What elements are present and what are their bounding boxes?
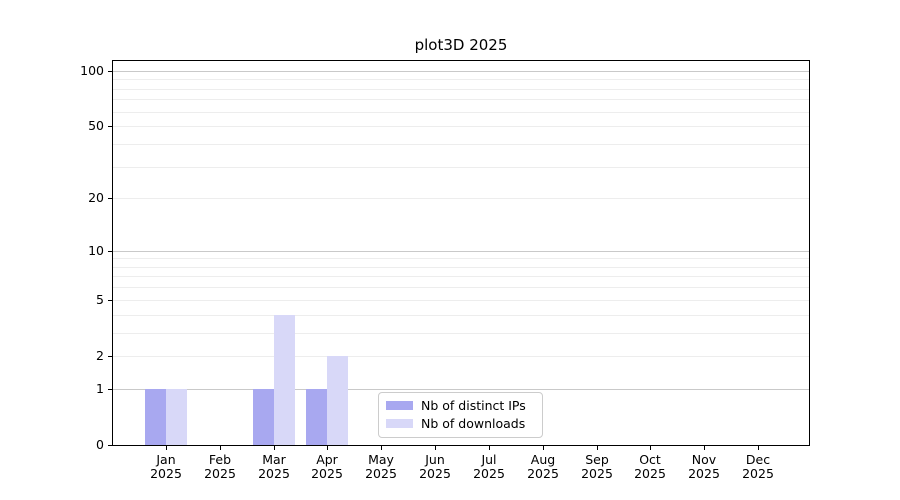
minor-gridline [113,167,809,168]
minor-gridline [113,126,809,127]
x-axis-tick-mark [327,446,328,450]
y-axis-tick-label: 0 [96,437,104,452]
minor-gridline [113,258,809,259]
bar-mar-distinct-ips [253,389,274,445]
minor-gridline [113,315,809,316]
x-axis-tick-mark [220,446,221,450]
bar-jan-distinct-ips [145,389,166,445]
x-tick-year: 2025 [258,465,290,481]
minor-gridline [113,89,809,90]
x-axis-tick-mark [543,446,544,450]
x-tick-month: Dec [745,452,771,467]
minor-gridline [113,79,809,80]
x-axis-tick-label: Apr 2025 [297,453,357,480]
x-axis-tick-label: Sep 2025 [567,453,627,480]
minor-gridline [113,356,809,357]
x-tick-year: 2025 [473,465,505,481]
x-axis-tick-label: Oct 2025 [620,453,680,480]
y-axis-tick-mark [108,389,112,390]
x-tick-year: 2025 [581,465,613,481]
minor-gridline [113,112,809,113]
y-axis-tick-label: 2 [96,348,104,363]
x-tick-year: 2025 [634,465,666,481]
x-tick-year: 2025 [688,465,720,481]
major-gridline [113,71,809,72]
x-tick-month: Jul [481,452,497,467]
x-tick-year: 2025 [150,465,182,481]
y-axis-tick-mark [108,71,112,72]
bar-apr-distinct-ips [306,389,327,445]
legend-entry-downloads: Nb of downloads [386,416,533,431]
x-tick-month: May [368,452,394,467]
x-tick-month: Jun [425,452,445,467]
x-axis-tick-mark [758,446,759,450]
x-axis-tick-label: Aug 2025 [513,453,573,480]
x-tick-month: Aug [530,452,556,467]
plot-area [112,60,810,446]
x-tick-month: Oct [639,452,661,467]
x-tick-month: Mar [262,452,286,467]
x-axis-tick-label: May 2025 [351,453,411,480]
minor-gridline [113,333,809,334]
legend: Nb of distinct IPs Nb of downloads [378,392,543,438]
x-tick-month: Sep [585,452,609,467]
bar-mar-downloads [274,315,295,445]
minor-gridline [113,276,809,277]
x-tick-year: 2025 [311,465,343,481]
chart-title: plot3D 2025 [414,36,508,54]
y-axis-tick-label: 50 [88,118,104,133]
minor-gridline [113,99,809,100]
minor-gridline [113,300,809,301]
x-axis-tick-label: Feb 2025 [190,453,250,480]
x-axis-tick-label: Nov 2025 [674,453,734,480]
x-tick-year: 2025 [527,465,559,481]
x-tick-year: 2025 [742,465,774,481]
y-axis-tick-mark [108,251,112,252]
x-tick-month: Jan [156,452,176,467]
x-axis-tick-mark [435,446,436,450]
x-axis-tick-mark [274,446,275,450]
minor-gridline [113,144,809,145]
x-axis-tick-mark [650,446,651,450]
legend-label-distinct-ips: Nb of distinct IPs [421,398,526,413]
x-tick-month: Apr [316,452,338,467]
major-gridline [113,251,809,252]
legend-swatch-downloads-icon [386,419,413,428]
x-axis-tick-label: Mar 2025 [244,453,304,480]
y-axis-tick-label: 20 [88,190,104,205]
major-gridline [113,389,809,390]
x-axis-tick-label: Jun 2025 [405,453,465,480]
y-axis-tick-mark [108,445,112,446]
x-axis-tick-label: Jan 2025 [136,453,196,480]
x-axis-tick-mark [704,446,705,450]
legend-label-downloads: Nb of downloads [421,416,526,431]
x-tick-month: Feb [208,452,232,467]
x-axis-tick-mark [597,446,598,450]
x-tick-year: 2025 [365,465,397,481]
y-axis-tick-label: 10 [88,243,104,258]
x-tick-month: Nov [691,452,717,467]
x-tick-year: 2025 [204,465,236,481]
minor-gridline [113,287,809,288]
x-axis-tick-label: Dec 2025 [728,453,788,480]
x-axis-tick-label: Jul 2025 [459,453,519,480]
x-tick-year: 2025 [419,465,451,481]
y-axis-tick-mark [108,356,112,357]
minor-gridline [113,267,809,268]
y-axis-tick-mark [108,126,112,127]
y-axis-tick-label: 100 [80,63,104,78]
y-axis-tick-mark [108,300,112,301]
bar-jan-downloads [166,389,187,445]
x-axis-tick-mark [489,446,490,450]
legend-swatch-distinct-ips-icon [386,401,413,410]
x-axis-tick-mark [166,446,167,450]
x-axis-tick-mark [381,446,382,450]
legend-entry-distinct-ips: Nb of distinct IPs [386,398,533,413]
bar-apr-downloads [327,356,348,445]
y-axis-tick-label: 5 [96,292,104,307]
y-axis-tick-mark [108,198,112,199]
y-axis-tick-label: 1 [96,381,104,396]
minor-gridline [113,198,809,199]
